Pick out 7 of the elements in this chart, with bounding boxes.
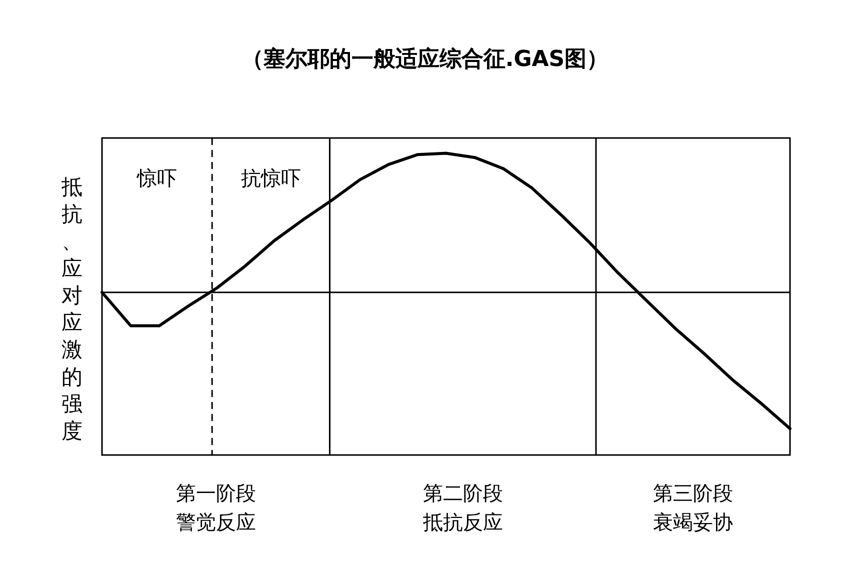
annotation: 第三阶段衰竭妥协	[653, 481, 733, 534]
title: （塞尔耶的一般适应综合征.GAS图）	[241, 47, 609, 72]
ylabel: 抵抗、应对应激的强度	[62, 175, 82, 443]
annotation: 第二阶段抵抗反应	[422, 481, 503, 534]
annotation: 第一阶段警觉反应	[176, 481, 256, 534]
annotation: 抗惊吓	[240, 166, 301, 190]
annotation: 惊吓	[137, 166, 178, 190]
